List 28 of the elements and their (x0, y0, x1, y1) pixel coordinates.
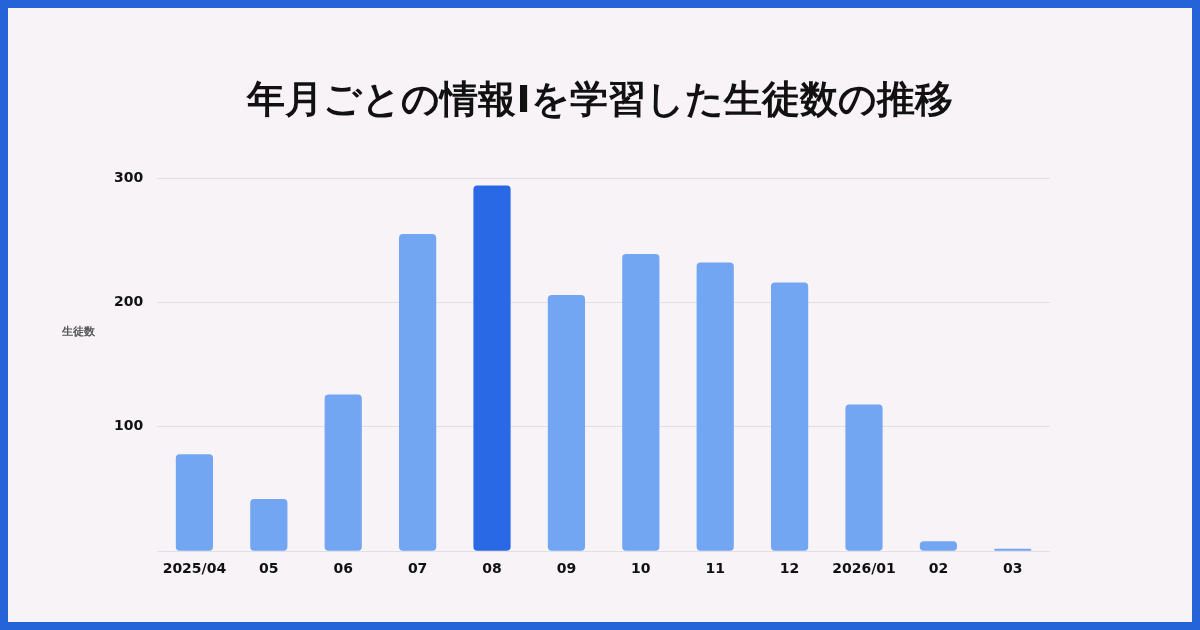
x-tick-label: 06 (333, 560, 353, 577)
x-tick-label: 2025/04 (162, 560, 227, 577)
x-tick-label: 08 (482, 560, 502, 577)
bar (622, 253, 660, 551)
bar (324, 394, 362, 551)
bar (919, 541, 957, 551)
bar (473, 185, 511, 551)
bar (696, 262, 734, 551)
x-tick-label: 09 (556, 560, 577, 577)
x-tick-label: 11 (705, 560, 725, 577)
bar (250, 498, 288, 551)
y-tick-label: 100 (113, 417, 144, 434)
y-axis-title: 生徒数 (62, 324, 95, 339)
bar (399, 233, 437, 551)
x-tick-label: 07 (407, 560, 428, 577)
x-tick-label: 02 (928, 560, 949, 577)
x-tick-label: 2026/01 (832, 560, 896, 577)
bar (175, 454, 214, 551)
x-tick-label: 03 (1003, 560, 1023, 577)
bar (771, 282, 809, 551)
bar (547, 294, 586, 551)
x-tick-label: 10 (631, 560, 651, 577)
y-tick-label: 300 (113, 168, 144, 185)
bar (845, 404, 883, 551)
y-tick-label: 200 (113, 293, 144, 310)
x-tick-label: 05 (259, 560, 279, 577)
chart-title: 年月ごとの情報Ⅰを学習した生徒数の推移 (245, 76, 954, 123)
x-tick-label: 12 (779, 560, 800, 577)
